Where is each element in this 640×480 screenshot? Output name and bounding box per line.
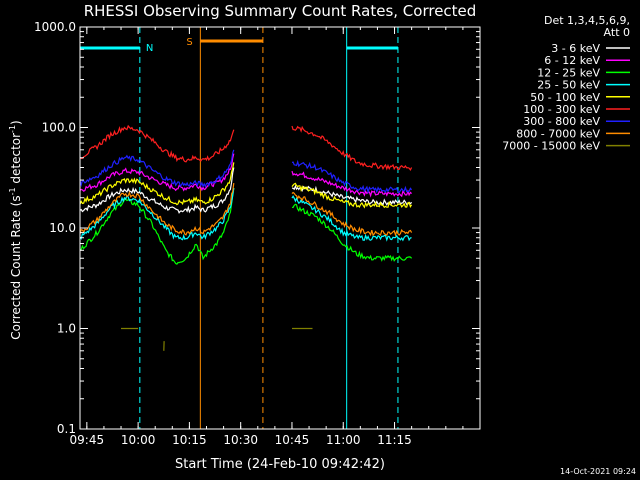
series-line-12-25-kev bbox=[80, 187, 235, 265]
y-ticks: 0.1 1.0 10.0 100.0 1000.0 bbox=[34, 20, 480, 436]
legend-label: 3 - 6 keV bbox=[551, 42, 600, 55]
legend-label: 7000 - 15000 keV bbox=[502, 140, 600, 153]
x-ticks: 09:45 10:00 10:15 10:30 10:45 11:00 11:15 bbox=[70, 27, 464, 447]
x-tick-label: 10:45 bbox=[275, 433, 310, 447]
series-line-800-7000-kev bbox=[79, 183, 235, 236]
timestamp-footer: 14-Oct-2021 09:24 bbox=[560, 467, 636, 476]
x-tick-label: 10:15 bbox=[172, 433, 207, 447]
y-tick-label: 1.0 bbox=[57, 322, 76, 336]
series-line-50-100-kev bbox=[79, 162, 235, 206]
annotation-bands: NS bbox=[79, 27, 399, 429]
series-line-3-6-kev bbox=[291, 184, 413, 206]
x-tick-label: 11:00 bbox=[326, 433, 361, 447]
x-tick-label: 10:30 bbox=[223, 433, 258, 447]
y-axis-label: Corrected Count Rate (s-1 detector-1) bbox=[8, 120, 23, 339]
series-line-800-7000-kev bbox=[291, 191, 413, 237]
night-label: N bbox=[146, 43, 153, 54]
legend-label: 300 - 800 keV bbox=[523, 115, 600, 128]
x-tick-label: 10:00 bbox=[121, 433, 156, 447]
series-line-300-800-kev bbox=[79, 149, 235, 189]
chart-title: RHESSI Observing Summary Count Rates, Co… bbox=[84, 2, 477, 20]
legend-label: 6 - 12 keV bbox=[544, 54, 600, 67]
series-line-25-50-kev bbox=[291, 195, 412, 242]
series-line-3-6-kev bbox=[79, 167, 235, 214]
series-line-100-300-kev bbox=[79, 124, 235, 163]
series-line-300-800-kev bbox=[291, 159, 413, 195]
series-line-6-12-kev bbox=[291, 170, 413, 198]
series-line-50-100-kev bbox=[291, 182, 413, 209]
legend-label: 12 - 25 keV bbox=[537, 66, 600, 79]
x-tick-label: 11:15 bbox=[377, 433, 412, 447]
y-tick-label: 100.0 bbox=[42, 121, 76, 135]
legend-header: Det 1,3,4,5,6,9, bbox=[544, 14, 630, 27]
y-tick-label: 1000.0 bbox=[34, 20, 76, 34]
legend-header: Att 0 bbox=[604, 26, 630, 39]
saa-label: S bbox=[186, 37, 192, 48]
x-axis-label: Start Time (24-Feb-10 09:42:42) bbox=[175, 457, 385, 472]
legend-label: 800 - 7000 keV bbox=[516, 127, 600, 140]
legend-label: 100 - 300 keV bbox=[523, 103, 600, 116]
series-line-25-50-kev bbox=[79, 187, 235, 241]
series-line-100-300-kev bbox=[291, 125, 413, 172]
series-line-12-25-kev bbox=[291, 203, 413, 262]
y-tick-label: 0.1 bbox=[57, 422, 76, 436]
x-tick-label: 09:45 bbox=[70, 433, 105, 447]
legend-label: 25 - 50 keV bbox=[537, 79, 600, 92]
plot-series bbox=[79, 124, 413, 351]
y-tick-label: 10.0 bbox=[49, 221, 76, 235]
legend-label: 50 - 100 keV bbox=[530, 91, 600, 104]
